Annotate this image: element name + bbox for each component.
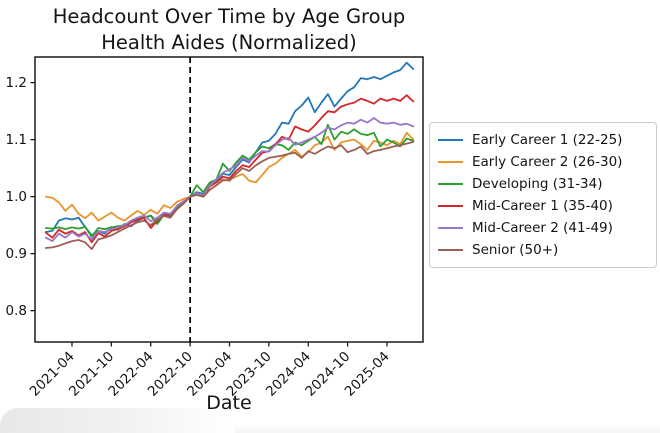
series-line-4 bbox=[44, 117, 415, 243]
legend-line-swatch-icon bbox=[438, 205, 463, 207]
legend-line-swatch-icon bbox=[438, 249, 463, 251]
chart-title-line2: Health Aides (Normalized) bbox=[101, 31, 357, 54]
legend-item: Developing (31-34) bbox=[438, 173, 648, 195]
legend-line-swatch-icon bbox=[438, 161, 463, 163]
legend-label: Mid-Career 1 (35-40) bbox=[472, 198, 613, 214]
legend-line-swatch-icon bbox=[438, 183, 463, 185]
background-corner-artifact bbox=[0, 408, 235, 433]
legend-line-swatch-icon bbox=[438, 227, 463, 229]
legend-label: Early Career 1 (22-25) bbox=[472, 132, 623, 148]
chart-title-line1: Headcount Over Time by Age Group bbox=[52, 5, 406, 28]
series-line-5 bbox=[44, 140, 415, 251]
series-line-1 bbox=[44, 131, 415, 222]
series-line-2 bbox=[44, 123, 415, 238]
legend: Early Career 1 (22-25) Early Career 2 (26… bbox=[429, 122, 657, 268]
y-tick-label: 0.9 bbox=[6, 246, 27, 262]
series-line-3 bbox=[44, 94, 415, 244]
legend-label: Early Career 2 (26-30) bbox=[472, 154, 623, 170]
y-tick-label: 1.0 bbox=[6, 189, 27, 205]
series-line-0 bbox=[44, 61, 415, 237]
background-bottom-strip bbox=[0, 425, 660, 433]
legend-label: Mid-Career 2 (41-49) bbox=[472, 220, 613, 236]
legend-item: Early Career 2 (26-30) bbox=[438, 151, 648, 173]
legend-item: Senior (50+) bbox=[438, 239, 648, 261]
y-tick-label: 1.2 bbox=[6, 75, 27, 91]
x-axis-label: Date bbox=[206, 392, 252, 414]
legend-item: Early Career 1 (22-25) bbox=[438, 129, 648, 151]
legend-line-swatch-icon bbox=[438, 139, 463, 141]
chart-title: Headcount Over Time by Age Group Health … bbox=[0, 4, 458, 56]
legend-label: Senior (50+) bbox=[472, 242, 559, 258]
y-tick-label: 1.1 bbox=[6, 132, 27, 148]
legend-item: Mid-Career 1 (35-40) bbox=[438, 195, 648, 217]
legend-label: Developing (31-34) bbox=[472, 176, 603, 192]
legend-item: Mid-Career 2 (41-49) bbox=[438, 217, 648, 239]
y-tick-label: 0.8 bbox=[6, 303, 27, 319]
